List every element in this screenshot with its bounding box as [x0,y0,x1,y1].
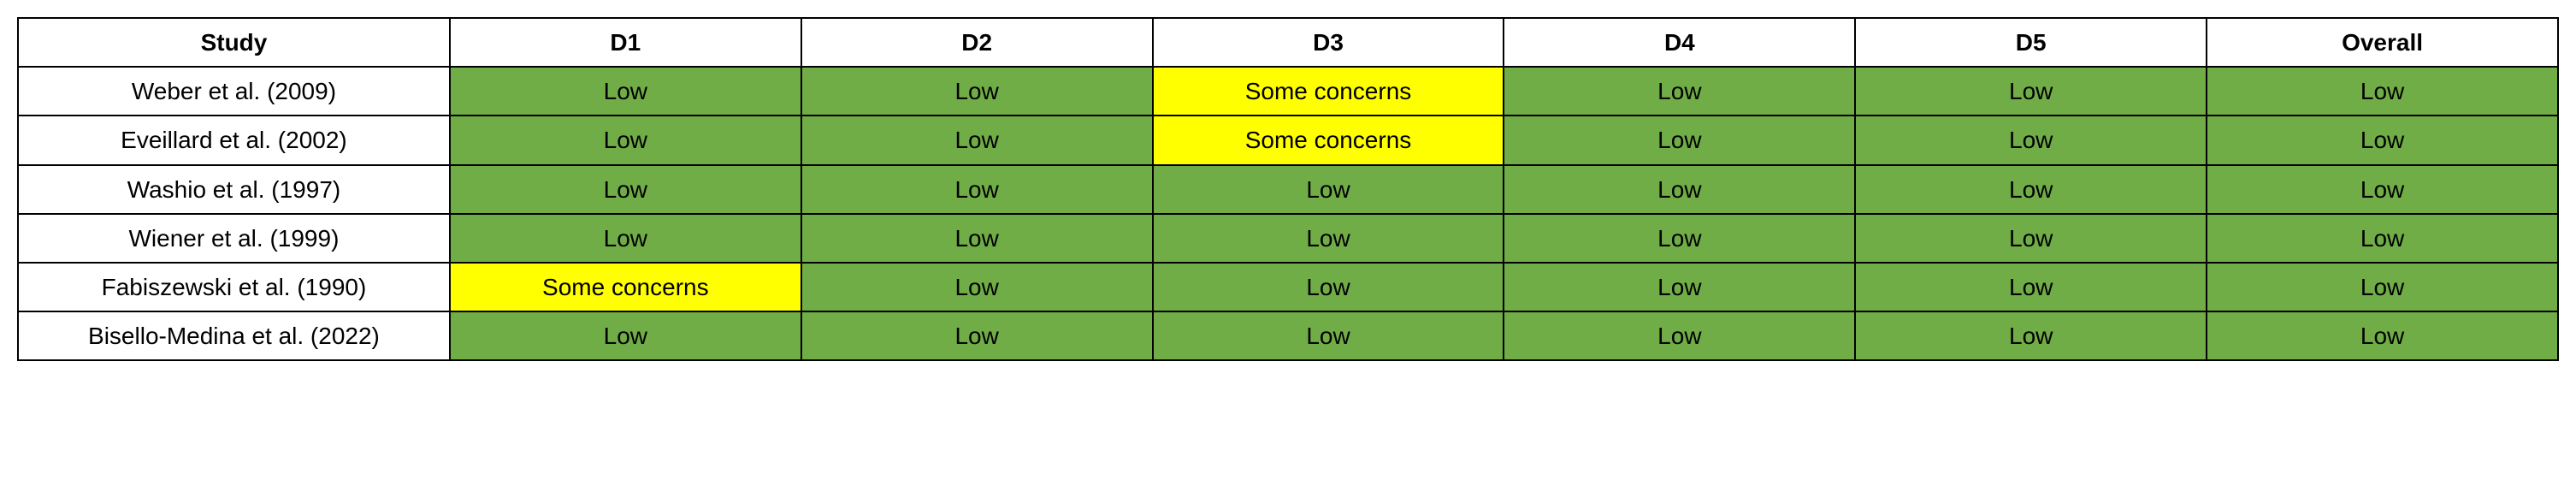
study-cell: Fabiszewski et al. (1990) [18,263,450,311]
risk-cell-d3: Low [1153,165,1504,214]
risk-cell-overall: Low [2207,116,2558,164]
risk-cell-overall: Low [2207,165,2558,214]
table-row: Bisello-Medina et al. (2022)LowLowLowLow… [18,311,2558,360]
risk-cell-d3: Low [1153,214,1504,263]
risk-cell-d1: Low [450,311,801,360]
study-cell: Weber et al. (2009) [18,67,450,116]
risk-cell-d5: Low [1855,67,2207,116]
risk-cell-d1: Low [450,67,801,116]
risk-cell-d2: Low [801,311,1153,360]
risk-cell-d2: Low [801,67,1153,116]
risk-cell-d5: Low [1855,165,2207,214]
risk-cell-d5: Low [1855,311,2207,360]
risk-cell-overall: Low [2207,214,2558,263]
risk-cell-d4: Low [1504,263,1855,311]
risk-cell-d4: Low [1504,311,1855,360]
risk-of-bias-table: Study D1 D2 D3 D4 D5 Overall Weber et al… [17,17,2559,361]
col-header-d1: D1 [450,18,801,67]
risk-cell-d3: Low [1153,263,1504,311]
table-body: Weber et al. (2009)LowLowSome concernsLo… [18,67,2558,360]
risk-cell-d2: Low [801,263,1153,311]
study-cell: Washio et al. (1997) [18,165,450,214]
table-header-row: Study D1 D2 D3 D4 D5 Overall [18,18,2558,67]
risk-cell-d5: Low [1855,214,2207,263]
risk-cell-overall: Low [2207,67,2558,116]
risk-cell-d3: Some concerns [1153,67,1504,116]
risk-cell-d4: Low [1504,67,1855,116]
study-cell: Wiener et al. (1999) [18,214,450,263]
study-cell: Eveillard et al. (2002) [18,116,450,164]
col-header-overall: Overall [2207,18,2558,67]
table-row: Fabiszewski et al. (1990)Some concernsLo… [18,263,2558,311]
col-header-d5: D5 [1855,18,2207,67]
risk-cell-d1: Low [450,214,801,263]
risk-cell-d3: Low [1153,311,1504,360]
risk-cell-overall: Low [2207,263,2558,311]
risk-cell-d2: Low [801,116,1153,164]
risk-cell-d1: Low [450,116,801,164]
table-row: Wiener et al. (1999)LowLowLowLowLowLow [18,214,2558,263]
table-row: Weber et al. (2009)LowLowSome concernsLo… [18,67,2558,116]
risk-cell-d1: Some concerns [450,263,801,311]
risk-cell-d5: Low [1855,263,2207,311]
col-header-d3: D3 [1153,18,1504,67]
table-row: Washio et al. (1997)LowLowLowLowLowLow [18,165,2558,214]
risk-cell-d3: Some concerns [1153,116,1504,164]
risk-cell-d4: Low [1504,165,1855,214]
risk-cell-d2: Low [801,214,1153,263]
risk-cell-d4: Low [1504,116,1855,164]
risk-cell-overall: Low [2207,311,2558,360]
study-cell: Bisello-Medina et al. (2022) [18,311,450,360]
col-header-d2: D2 [801,18,1153,67]
col-header-study: Study [18,18,450,67]
risk-cell-d4: Low [1504,214,1855,263]
risk-cell-d1: Low [450,165,801,214]
col-header-d4: D4 [1504,18,1855,67]
risk-cell-d5: Low [1855,116,2207,164]
table-row: Eveillard et al. (2002)LowLowSome concer… [18,116,2558,164]
risk-cell-d2: Low [801,165,1153,214]
